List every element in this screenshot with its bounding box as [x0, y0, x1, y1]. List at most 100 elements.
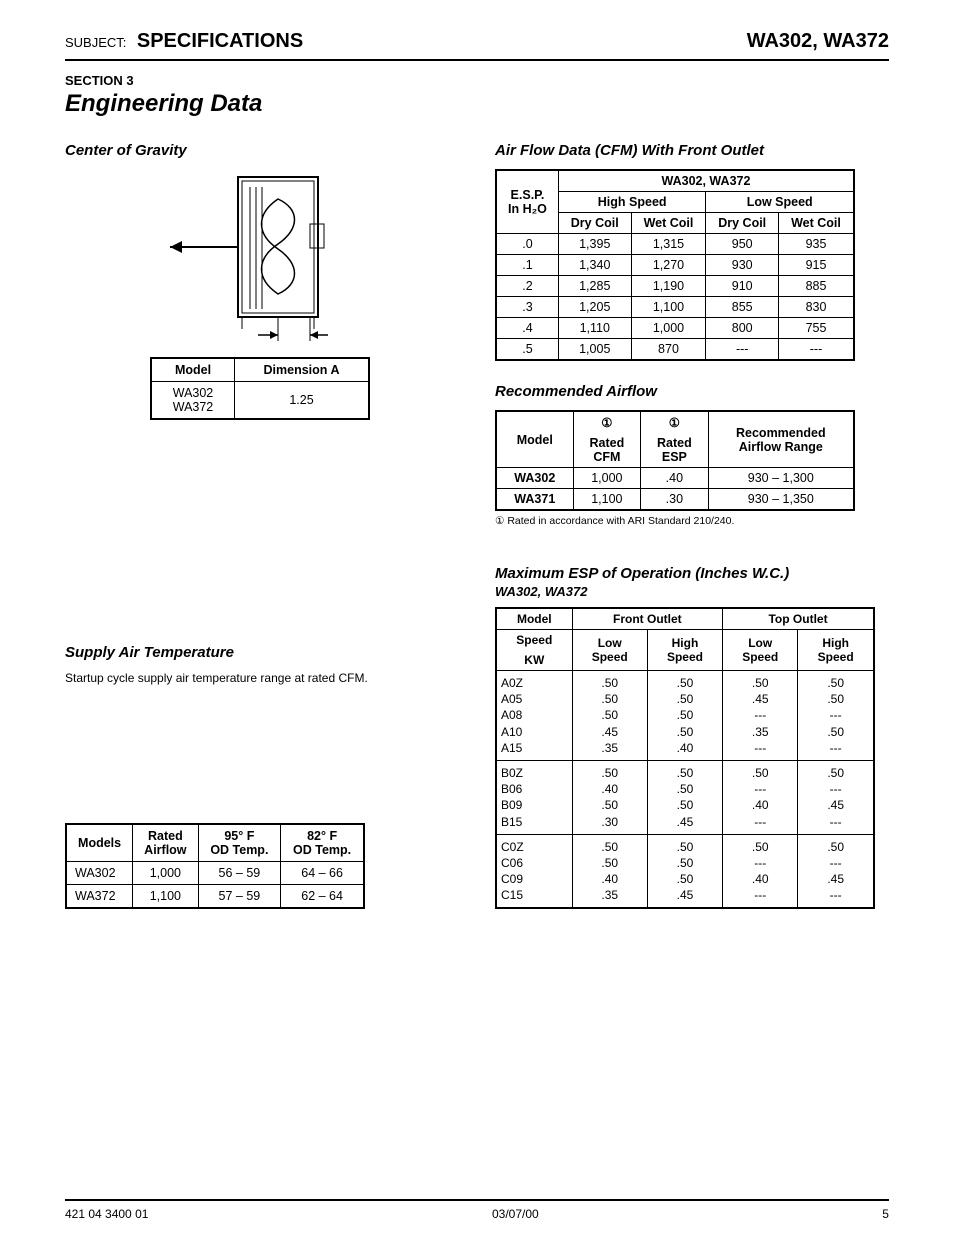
esp-h-ls1: Low Speed — [572, 630, 647, 671]
cfm-cell: 1,000 — [573, 468, 641, 489]
dim-value: 1.25 — [235, 382, 369, 420]
dim-h-dim: Dimension A — [235, 358, 369, 382]
air-cell: 1,100 — [631, 297, 706, 318]
header-models: WA302, WA372 — [747, 30, 889, 53]
temp-h3: 95° F OD Temp. — [198, 824, 281, 862]
air-h-esp: E.S.P. In H₂O — [496, 170, 558, 234]
air-cell: 1,000 — [631, 318, 706, 339]
esp-cell: .50.50.50.50.40 — [647, 671, 722, 761]
air-cell: 870 — [631, 339, 706, 361]
esp-h-model: Model — [496, 608, 572, 630]
air-cell: 800 — [706, 318, 779, 339]
temp-cell: 62 – 64 — [281, 885, 364, 909]
cog-heading: Center of Gravity — [65, 142, 455, 159]
dim-h-model: Model — [151, 358, 235, 382]
esp-cell: .50.50.50.45.35 — [572, 671, 647, 761]
esp-cell: .50.45---.35--- — [723, 671, 798, 761]
header-rule — [65, 59, 889, 61]
temp-cell: 64 – 66 — [281, 862, 364, 885]
air-cell: 885 — [779, 276, 854, 297]
air-cell: 1,205 — [558, 297, 631, 318]
esp-cell: A0ZA05A08A10A15 — [496, 671, 572, 761]
cfm-table: Model ① ① Recommended Airflow Range Rate… — [495, 410, 855, 511]
air-h-hs: High Speed — [558, 192, 705, 213]
cfm-sym2: ① — [641, 411, 709, 433]
esp-h-speed: Speed — [496, 630, 572, 651]
air-cell: 1,315 — [631, 234, 706, 255]
temp-cell: 56 – 59 — [198, 862, 281, 885]
cfm-sym1: ① — [573, 411, 641, 433]
air-cell: 915 — [779, 255, 854, 276]
temp-table: Models Rated Airflow 95° F OD Temp. 82° … — [65, 823, 365, 909]
cfm-cell: 930 – 1,300 — [708, 468, 854, 489]
esp-cell: .50---.40--- — [723, 760, 798, 834]
air-cell: 1,190 — [631, 276, 706, 297]
section-title: Engineering Data — [65, 90, 889, 118]
cfm-cell: .40 — [641, 468, 709, 489]
footer-rule — [65, 1199, 889, 1201]
temp-h1: Models — [66, 824, 133, 862]
air-cell: .4 — [496, 318, 558, 339]
air-cell: .3 — [496, 297, 558, 318]
air-cell: 910 — [706, 276, 779, 297]
air-cell: --- — [779, 339, 854, 361]
cfm-h-esp: Rated ESP — [641, 433, 709, 468]
esp-table: Model Front Outlet Top Outlet Speed Low … — [495, 607, 875, 909]
air-cell: .5 — [496, 339, 558, 361]
esp-cell: .50.40.50.30 — [572, 760, 647, 834]
air-cell: .2 — [496, 276, 558, 297]
temp-cell: 57 – 59 — [198, 885, 281, 909]
temp-heading: Supply Air Temperature — [65, 644, 455, 661]
esp-h-hs1: High Speed — [647, 630, 722, 671]
dim-models: WA302 WA372 — [151, 382, 235, 420]
air-h-wc1: Wet Coil — [631, 213, 706, 234]
cfm-cell: 930 – 1,350 — [708, 489, 854, 511]
air-cell: 930 — [706, 255, 779, 276]
header-title: SPECIFICATIONS — [137, 30, 303, 52]
air-cell: --- — [706, 339, 779, 361]
cfm-model: WA371 — [496, 489, 573, 511]
air-h-dc1: Dry Coil — [558, 213, 631, 234]
cfm-cell: .30 — [641, 489, 709, 511]
airflow-table: E.S.P. In H₂O WA302, WA372 High Speed Lo… — [495, 169, 855, 361]
cfm-footnote: ① Rated in accordance with ARI Standard … — [495, 515, 885, 527]
air-cell: 1,395 — [558, 234, 631, 255]
air-cell: 830 — [779, 297, 854, 318]
esp-heading: Maximum ESP of Operation (Inches W.C.) — [495, 565, 885, 582]
esp-subheading: WA302, WA372 — [495, 584, 885, 599]
cfm-h-range: Recommended Airflow Range — [708, 411, 854, 468]
temp-h2: Rated Airflow — [133, 824, 198, 862]
esp-cell: .50---.45--- — [798, 760, 874, 834]
cfm-cell: 1,100 — [573, 489, 641, 511]
header-subject: SUBJECT: — [65, 35, 126, 50]
cog-diagram — [160, 169, 360, 349]
temp-cell: 1,100 — [133, 885, 198, 909]
temp-cell: 1,000 — [133, 862, 198, 885]
air-h-ls: Low Speed — [706, 192, 854, 213]
esp-cell: .50.50.50.45 — [647, 760, 722, 834]
esp-h-front: Front Outlet — [572, 608, 723, 630]
air-h-dc2: Dry Coil — [706, 213, 779, 234]
footer-page: 5 — [882, 1207, 889, 1221]
air-cell: 1,005 — [558, 339, 631, 361]
air-cell: 950 — [706, 234, 779, 255]
cfm-heading: Recommended Airflow — [495, 383, 885, 400]
esp-cell: B0ZB06B09B15 — [496, 760, 572, 834]
air-cell: 855 — [706, 297, 779, 318]
air-cell: .1 — [496, 255, 558, 276]
esp-cell: .50.50.50.45 — [647, 834, 722, 908]
air-cell: 935 — [779, 234, 854, 255]
cfm-h-cfm: Rated CFM — [573, 433, 641, 468]
footer-docnum: 421 04 3400 01 — [65, 1207, 148, 1221]
air-cell: 1,110 — [558, 318, 631, 339]
esp-h-ls2: Low Speed — [723, 630, 798, 671]
air-cell: 1,270 — [631, 255, 706, 276]
cfm-model: WA302 — [496, 468, 573, 489]
section-number: SECTION 3 — [65, 73, 889, 88]
dimension-table: Model Dimension A WA302 WA372 1.25 — [150, 357, 370, 420]
footer-date: 03/07/00 — [492, 1207, 539, 1221]
air-cell: 1,340 — [558, 255, 631, 276]
temp-cell: WA302 — [66, 862, 133, 885]
air-cell: 1,285 — [558, 276, 631, 297]
temp-cell: WA372 — [66, 885, 133, 909]
